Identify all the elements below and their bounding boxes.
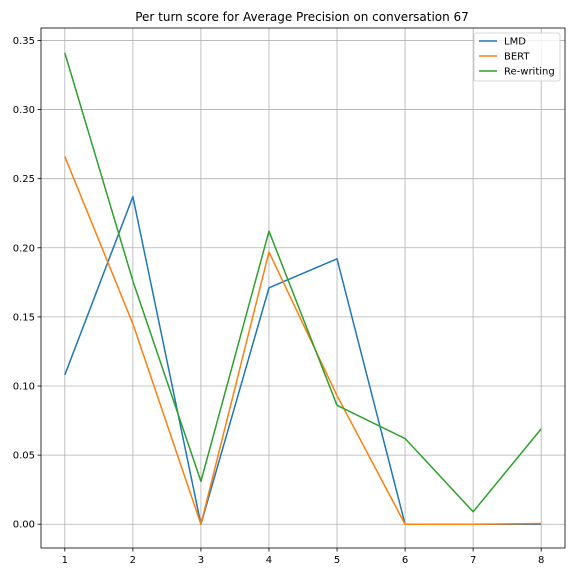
x-tick-label: 4	[266, 555, 272, 566]
legend: LMD BERT Re-writing	[473, 32, 561, 82]
y-tick-label: 0.30	[13, 105, 35, 116]
series-lines	[64, 52, 542, 525]
series-line-lmd	[64, 195, 542, 525]
y-tick-label: 0.00	[13, 520, 35, 531]
series-line-bert	[64, 156, 542, 525]
legend-label-re-writing: Re-writing	[504, 67, 555, 78]
legend-box	[473, 32, 561, 82]
y-tick-label: 0.15	[13, 312, 35, 323]
x-tick-label: 1	[62, 555, 68, 566]
plot-area-frame	[40, 27, 566, 549]
y-axis-ticks: 0.00 0.05 0.10 0.15 0.20 0.25 0.30 0.35	[13, 36, 41, 531]
series-line-re-writing	[64, 52, 542, 513]
chart-title: Per turn score for Average Precision on …	[135, 10, 469, 24]
y-tick-label: 0.25	[13, 174, 35, 185]
legend-label-lmd: LMD	[504, 37, 526, 48]
y-tick-label: 0.10	[13, 382, 35, 393]
x-tick-label: 2	[130, 555, 136, 566]
y-tick-label: 0.35	[13, 36, 35, 47]
y-tick-label: 0.20	[13, 243, 35, 254]
x-tick-label: 6	[402, 555, 408, 566]
legend-label-bert: BERT	[504, 52, 530, 63]
x-tick-label: 3	[198, 555, 204, 566]
y-tick-label: 0.05	[13, 451, 35, 462]
x-tick-label: 5	[334, 555, 340, 566]
x-tick-label: 8	[538, 555, 544, 566]
grid	[41, 28, 565, 548]
x-tick-label: 7	[470, 555, 476, 566]
x-axis-ticks: 1 2 3 4 5 6 7 8	[62, 548, 544, 566]
